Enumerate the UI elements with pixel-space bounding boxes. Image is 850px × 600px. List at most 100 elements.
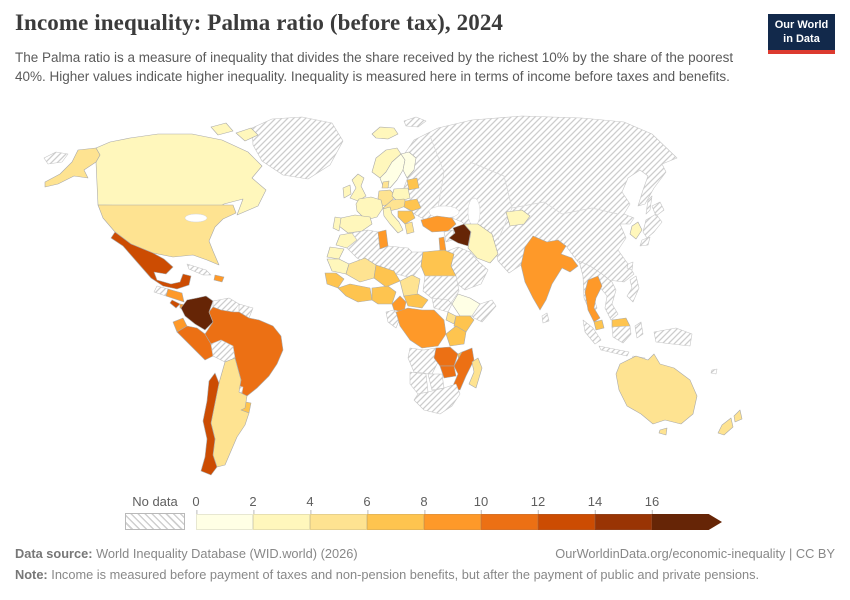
legend-bin-10-12[interactable]: [481, 514, 538, 530]
country-spain[interactable]: [338, 214, 373, 234]
world-map: [43, 115, 743, 476]
country-south-korea[interactable]: [629, 221, 643, 240]
country-chile[interactable]: [200, 372, 220, 476]
country-borneo-malaysia[interactable]: [611, 317, 631, 328]
country-novaya-zemlya[interactable]: [403, 116, 427, 128]
country-nigeria[interactable]: [371, 285, 397, 305]
country-tanzania[interactable]: [445, 325, 467, 347]
country-romania[interactable]: [403, 198, 422, 212]
country-iceland[interactable]: [371, 126, 399, 140]
country-cameroon[interactable]: [391, 295, 407, 313]
country-australia[interactable]: [615, 353, 698, 425]
owid-logo-accent-bar: [768, 49, 835, 54]
country-sri-lanka[interactable]: [541, 312, 550, 324]
country-zimbabwe[interactable]: [439, 365, 457, 379]
country-ireland[interactable]: [342, 184, 352, 199]
country-angola[interactable]: [407, 347, 439, 375]
country-denmark[interactable]: [381, 180, 390, 189]
country-sakhalin[interactable]: [645, 195, 653, 215]
legend-tick: 16: [644, 494, 660, 514]
country-namibia[interactable]: [409, 371, 429, 395]
legend-bin-8-10[interactable]: [424, 514, 481, 530]
country-italy[interactable]: [382, 206, 404, 234]
country-honduras-nicaragua[interactable]: [165, 288, 185, 303]
country-niger[interactable]: [373, 264, 401, 288]
country-south-africa[interactable]: [413, 383, 461, 415]
chart-footer: Data source: World Inequality Database (…: [15, 546, 835, 582]
country-tasmania[interactable]: [658, 427, 668, 436]
legend-tick: 0: [192, 494, 200, 514]
legend-bin-2-4[interactable]: [253, 514, 310, 530]
legend-bin-4-6[interactable]: [310, 514, 367, 530]
note-line: Note: Income is measured before payment …: [15, 567, 835, 582]
country-thailand[interactable]: [584, 275, 603, 323]
country-mozambique[interactable]: [451, 347, 475, 391]
country-new-caledonia[interactable]: [710, 368, 718, 375]
country-new-zealand[interactable]: [717, 409, 743, 436]
note-text: Income is measured before payment of tax…: [47, 567, 760, 582]
country-tunisia[interactable]: [377, 229, 389, 250]
country-greece[interactable]: [404, 221, 415, 235]
owid-logo[interactable]: Our World in Data: [768, 14, 835, 54]
country-drc[interactable]: [395, 307, 447, 349]
legend-bin-14-16[interactable]: [595, 514, 652, 530]
legend-tick: 8: [420, 494, 428, 514]
owid-url-link[interactable]: OurWorldinData.org/economic-inequality |…: [555, 546, 835, 561]
country-japan[interactable]: [639, 201, 665, 247]
caspian-sea: [467, 197, 481, 227]
country-portugal[interactable]: [332, 216, 342, 232]
legend-bin-0-2[interactable]: [196, 514, 253, 530]
country-costa-rica[interactable]: [169, 299, 181, 309]
country-alaska[interactable]: [44, 147, 101, 188]
country-senegal[interactable]: [324, 272, 345, 289]
legend-no-data: No data: [125, 494, 185, 530]
country-hispaniola[interactable]: [213, 274, 225, 283]
country-uganda[interactable]: [445, 311, 457, 325]
legend-bin-6-8[interactable]: [367, 514, 424, 530]
country-philippines[interactable]: [626, 275, 640, 303]
country-arctic-islands[interactable]: [210, 122, 259, 142]
legend-color-scale: 0 2 4 6 8 10 12 14 16: [192, 494, 726, 534]
country-west-africa[interactable]: [337, 283, 373, 303]
country-cuba[interactable]: [186, 263, 212, 276]
country-western-sahara[interactable]: [326, 246, 345, 260]
country-south-sudan[interactable]: [431, 297, 453, 313]
no-data-swatch[interactable]: [125, 513, 185, 530]
country-mauritania[interactable]: [326, 258, 350, 275]
data-source-line: Data source: World Inequality Database (…: [15, 546, 358, 561]
country-finland[interactable]: [400, 151, 417, 179]
country-balkans[interactable]: [397, 210, 416, 225]
country-zambia[interactable]: [433, 346, 459, 367]
country-botswana[interactable]: [427, 373, 445, 391]
legend-bin-16-plus[interactable]: [652, 514, 722, 530]
country-malaysia[interactable]: [593, 319, 605, 331]
country-central-african-republic[interactable]: [403, 293, 429, 309]
country-taiwan[interactable]: [626, 261, 634, 271]
country-new-guinea[interactable]: [653, 327, 693, 347]
country-iran[interactable]: [463, 223, 499, 264]
country-baltics[interactable]: [406, 177, 420, 191]
owid-logo-line2: in Data: [783, 33, 820, 46]
country-guatemala[interactable]: [153, 285, 169, 297]
country-canada[interactable]: [95, 133, 267, 216]
country-central-asia[interactable]: [505, 209, 531, 227]
country-mexico[interactable]: [110, 231, 192, 290]
country-somalia[interactable]: [471, 299, 497, 323]
country-greenland[interactable]: [251, 116, 344, 180]
country-egypt[interactable]: [420, 249, 457, 277]
country-india[interactable]: [520, 235, 579, 311]
country-chad[interactable]: [399, 274, 421, 298]
country-chukotka[interactable]: [43, 151, 69, 165]
legend-tick: 10: [473, 494, 489, 514]
interior-borders-overlay: [429, 135, 619, 241]
data-source-label: Data source:: [15, 546, 93, 561]
country-levant[interactable]: [438, 236, 447, 252]
legend-bin-12-14[interactable]: [538, 514, 595, 530]
great-lakes: [184, 213, 208, 223]
country-turkey[interactable]: [420, 215, 457, 233]
country-uk[interactable]: [349, 173, 367, 202]
country-indonesia[interactable]: [582, 319, 646, 363]
country-france[interactable]: [355, 196, 384, 221]
country-madagascar[interactable]: [468, 357, 483, 389]
